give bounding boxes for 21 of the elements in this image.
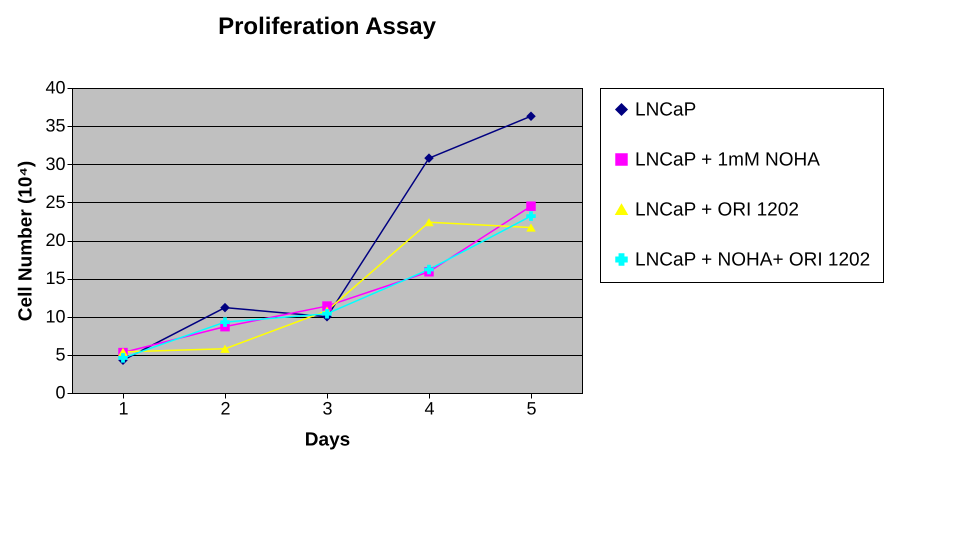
x-tick-label: 3: [322, 398, 333, 418]
legend-label: LNCaP + 1mM NOHA: [635, 150, 820, 170]
y-tick-label: 10: [45, 306, 66, 326]
y-tick-label: 5: [55, 344, 66, 364]
legend-label: LNCaP + NOHA+ ORI 1202: [635, 250, 870, 270]
legend-label: LNCaP: [635, 100, 696, 120]
y-tick-label: 20: [45, 230, 66, 250]
y-tick-label: 40: [45, 78, 66, 98]
y-tick-label: 0: [55, 382, 66, 402]
y-tick-label: 25: [45, 192, 66, 212]
x-axis-title: Days: [304, 430, 350, 450]
legend-label: LNCaP + ORI 1202: [635, 200, 799, 220]
y-tick-label: 15: [45, 268, 66, 288]
x-tick-label: 5: [526, 398, 537, 418]
x-tick-label: 4: [424, 398, 435, 418]
x-tick-label: 1: [118, 398, 129, 418]
chart-title: Proliferation Assay: [218, 13, 437, 40]
y-tick-label: 30: [45, 154, 66, 174]
y-tick-label: 35: [45, 116, 66, 136]
y-axis-title: Cell Number (10⁴): [15, 160, 36, 322]
x-tick-label: 2: [220, 398, 231, 418]
